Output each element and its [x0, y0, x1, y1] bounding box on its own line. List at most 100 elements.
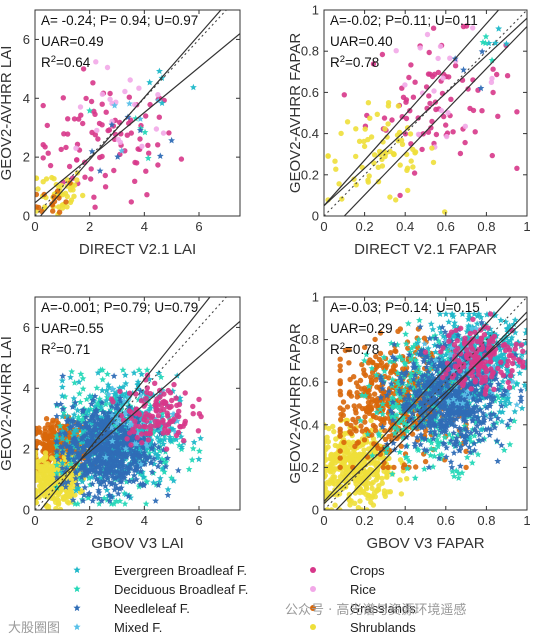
point-nl	[94, 447, 102, 454]
point-rice	[94, 127, 100, 134]
point-dbf	[358, 391, 366, 399]
point-shrub	[399, 141, 406, 147]
point-ebf	[138, 370, 146, 378]
point-nl	[377, 376, 385, 383]
point-shrub	[336, 181, 342, 187]
point-shrub	[327, 469, 334, 475]
point-crops	[155, 413, 162, 419]
point-rice	[153, 126, 160, 132]
point-nl	[101, 417, 109, 424]
point-nl	[71, 399, 79, 406]
point-rice	[160, 130, 167, 136]
point-grass	[346, 360, 352, 366]
point-nl	[486, 402, 494, 409]
point-nl	[421, 371, 429, 378]
point-nl	[106, 497, 114, 504]
point-grass	[337, 388, 343, 394]
point-nl	[72, 469, 80, 477]
point-crops	[403, 115, 410, 122]
point-nl	[122, 438, 130, 446]
point-shrub	[362, 126, 368, 132]
point-nl	[435, 362, 443, 369]
point-crops	[397, 192, 403, 199]
point-nl	[463, 427, 471, 435]
point-grass	[370, 422, 377, 429]
point-nl	[464, 383, 472, 390]
point-nl	[500, 386, 508, 393]
y-tick-label: 2	[23, 150, 30, 165]
point-crops	[139, 440, 145, 446]
point-shrub	[324, 493, 328, 499]
point-nl	[465, 407, 473, 415]
point-nl	[106, 429, 114, 436]
point-nl	[148, 444, 155, 452]
point-nl	[102, 421, 109, 429]
point-nl	[469, 409, 476, 416]
point-shrub	[375, 179, 382, 185]
point-crops	[47, 162, 54, 169]
point-mixed	[159, 427, 166, 434]
point-nl	[450, 429, 458, 436]
point-nl	[53, 438, 61, 446]
point-ebf	[518, 351, 526, 358]
point-nl	[455, 384, 462, 391]
point-dbf	[407, 352, 415, 359]
point-shrub	[360, 489, 367, 496]
point-grass	[377, 362, 383, 368]
point-crops	[61, 131, 67, 137]
point-mixed	[118, 147, 126, 154]
point-dbf	[424, 436, 432, 444]
point-nl	[379, 379, 387, 386]
point-shrub	[55, 204, 62, 210]
point-grass	[358, 423, 364, 429]
point-nl	[122, 463, 130, 470]
point-nl	[477, 84, 485, 92]
point-nl	[424, 368, 432, 375]
point-nl	[476, 431, 483, 438]
point-nl	[431, 362, 438, 370]
point-crops	[105, 127, 111, 134]
point-grass	[337, 464, 343, 471]
axes-frame	[323, 9, 528, 217]
point-shrub	[382, 493, 388, 499]
point-shrub	[35, 500, 39, 506]
point-nl	[162, 463, 170, 470]
point-nl	[86, 416, 94, 424]
point-ebf	[150, 460, 158, 467]
point-nl	[416, 323, 424, 330]
point-dbf	[404, 427, 411, 435]
point-crops	[174, 402, 180, 409]
point-crops	[429, 118, 435, 125]
point-shrub	[355, 505, 362, 510]
point-shrub	[333, 436, 339, 442]
point-nl	[66, 423, 74, 430]
point-shrub	[353, 153, 359, 160]
point-nl	[133, 462, 141, 469]
point-nl	[473, 408, 481, 415]
point-ebf	[146, 78, 154, 86]
point-nl	[443, 444, 450, 451]
point-grass	[362, 419, 368, 425]
point-crops	[479, 108, 485, 114]
point-ebf	[145, 375, 153, 383]
point-ebf	[140, 388, 148, 396]
point-nl	[101, 445, 109, 452]
point-grass	[354, 390, 360, 396]
point-grass	[377, 330, 384, 336]
point-nl	[95, 489, 103, 496]
point-crops	[141, 423, 147, 430]
point-nl	[113, 435, 121, 443]
y-tick-label: 4	[23, 91, 30, 106]
point-crops	[145, 142, 151, 148]
point-grass	[344, 420, 350, 427]
point-shrub	[357, 486, 363, 492]
point-ebf	[154, 454, 162, 461]
point-ebf	[58, 432, 66, 439]
point-nl	[125, 492, 132, 500]
point-nl	[498, 441, 505, 449]
point-crops	[102, 184, 109, 190]
point-nl	[96, 452, 103, 459]
point-ebf	[103, 387, 110, 394]
